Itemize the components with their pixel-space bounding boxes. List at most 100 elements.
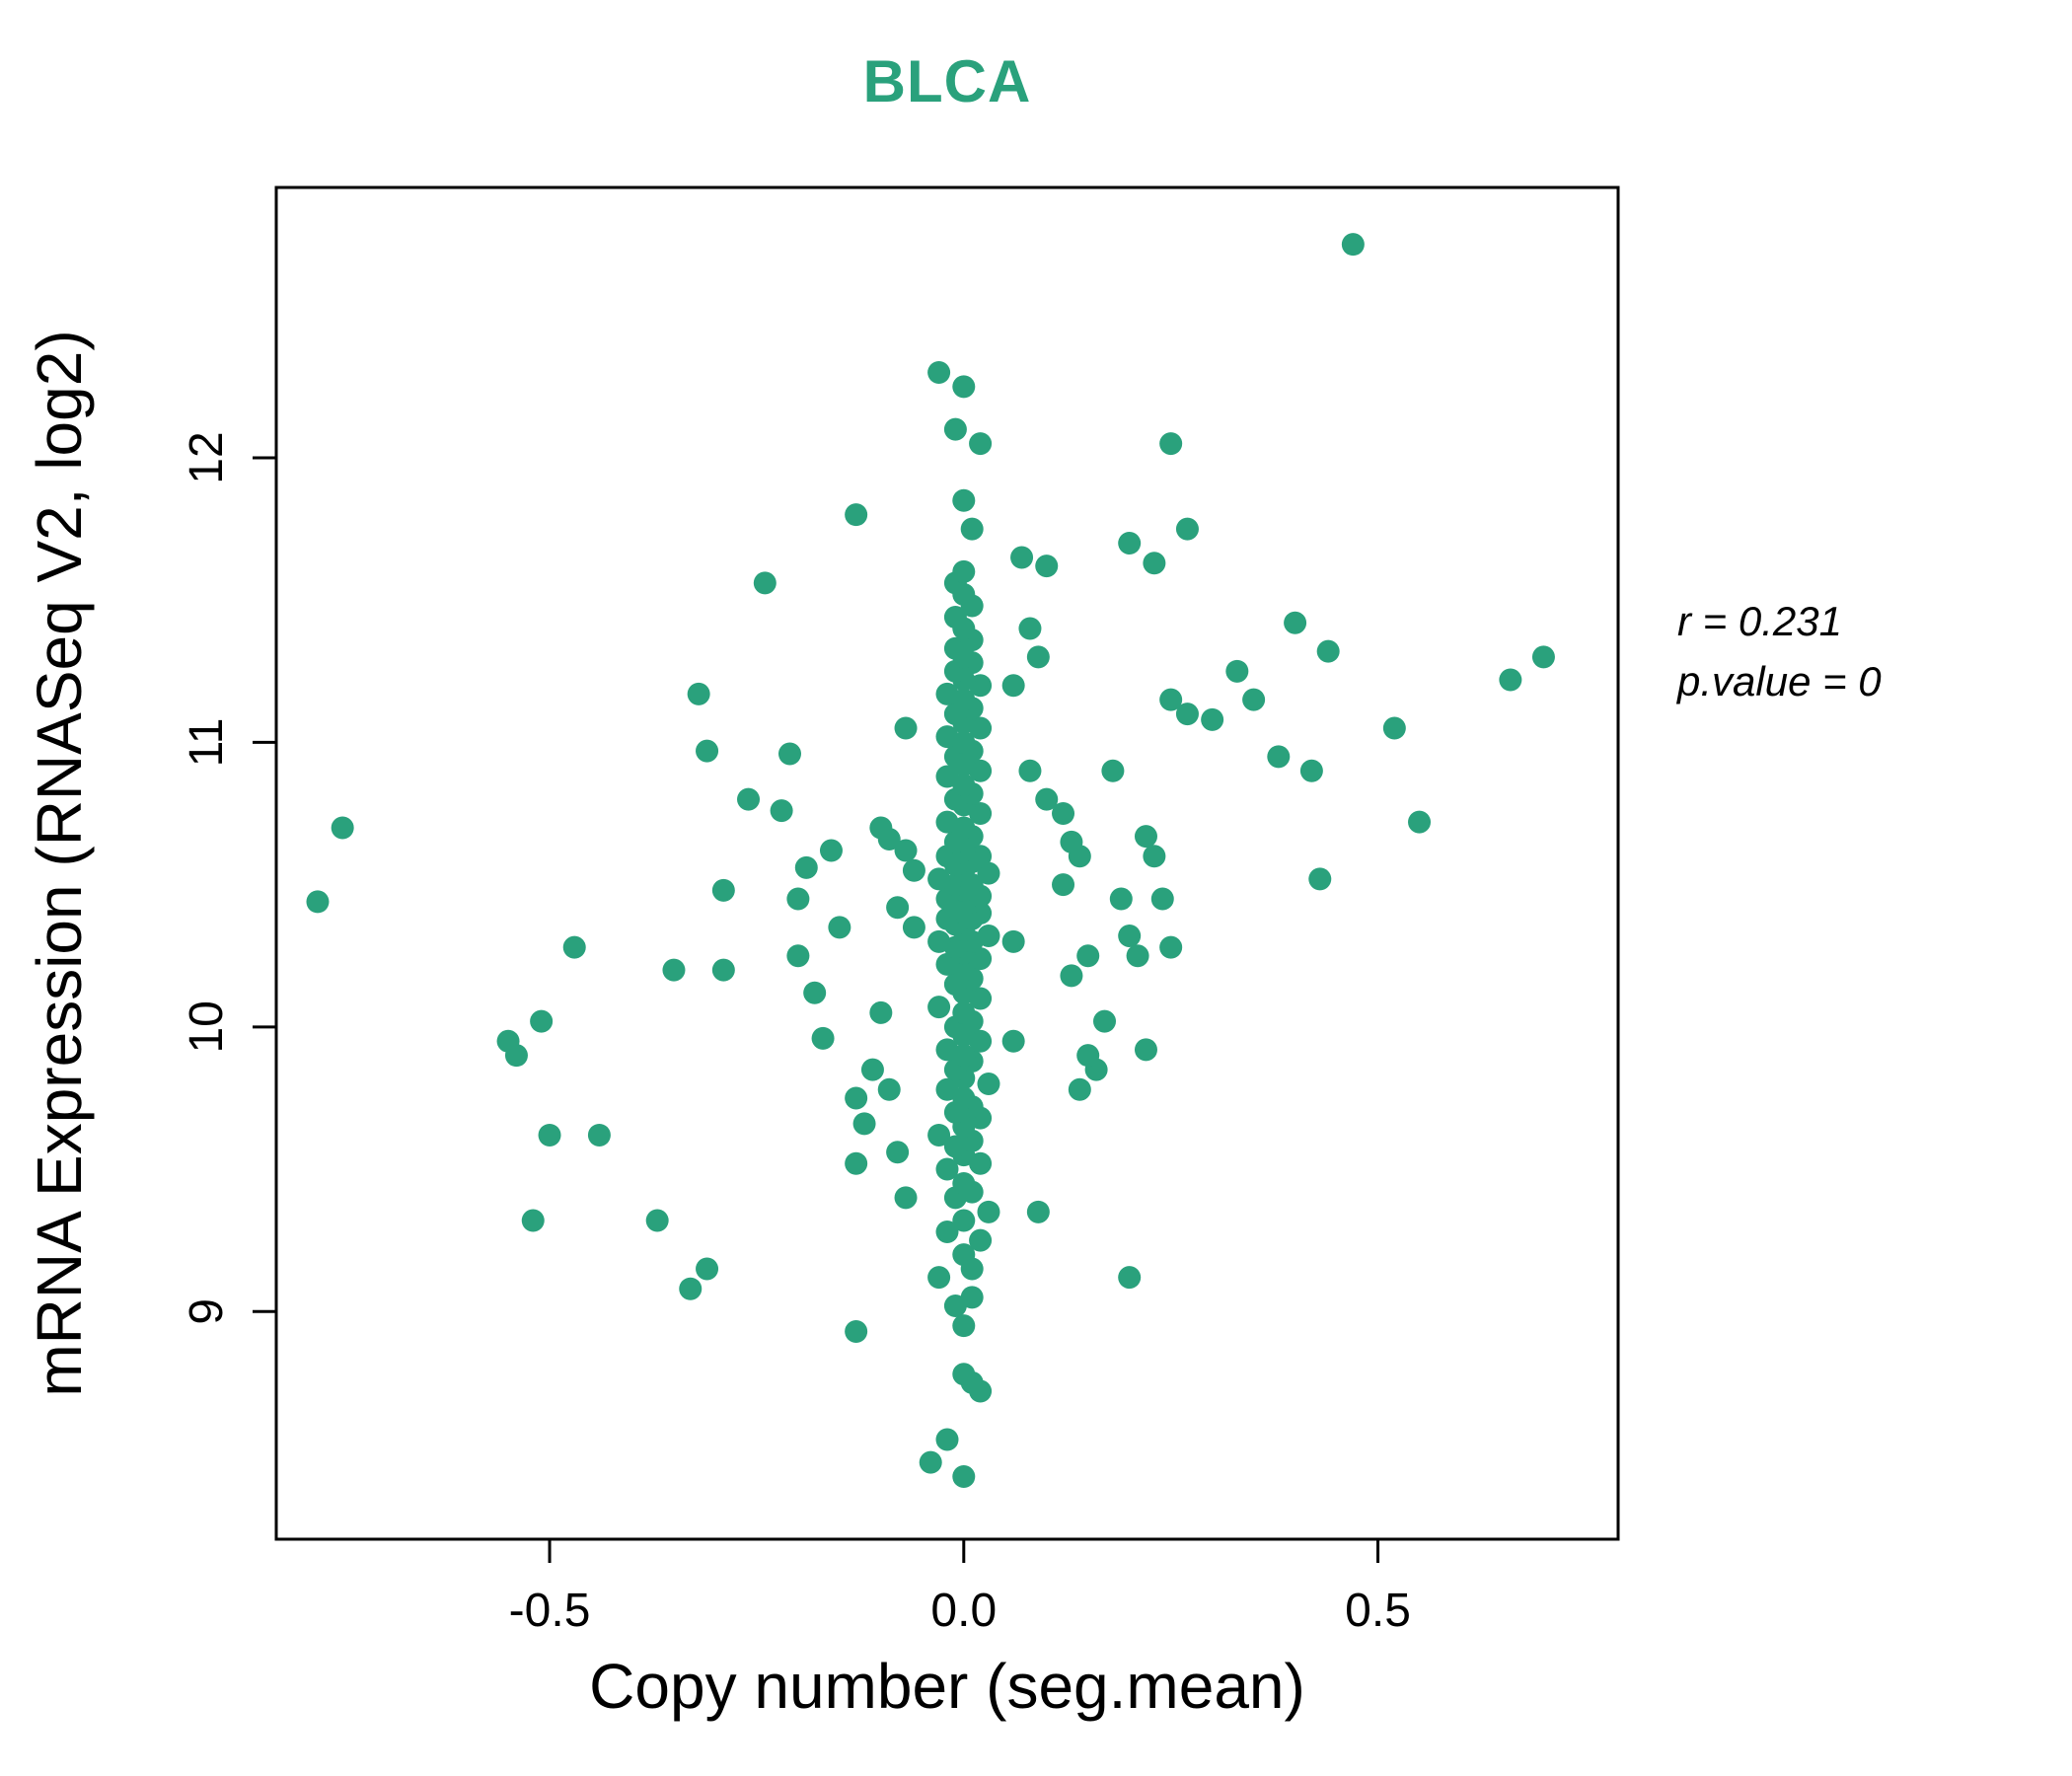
data-point [306,890,330,914]
x-axis-label: Copy number (seg.mean) [589,1651,1305,1722]
data-point [753,571,777,595]
data-point [927,1123,951,1147]
r-value-text: r = 0.231 [1677,598,1842,644]
data-point [803,981,827,1004]
data-point [1201,707,1224,731]
data-point [1175,703,1199,726]
data-point [952,1363,976,1386]
data-point [1242,688,1266,711]
data-point [852,1112,876,1136]
data-point [977,1200,1000,1223]
data-point [1531,645,1555,669]
data-point [927,360,951,384]
data-point [952,1209,976,1232]
data-point [952,488,976,512]
data-point [935,725,959,749]
p-value-text: p.value = 0 [1677,657,1882,704]
data-point [902,858,925,882]
data-point [1035,787,1059,811]
x-tick-label: 0.0 [930,1585,997,1637]
data-point [1068,845,1091,868]
data-point [1101,759,1125,782]
data-point [696,739,719,763]
data-point [1093,1009,1117,1033]
data-point [1175,517,1199,541]
data-point [794,855,818,879]
data-point [811,1026,835,1050]
data-point [1109,887,1133,911]
data-point [1076,1044,1100,1068]
data-point [869,1000,893,1024]
data-point [1408,810,1432,834]
data-point [894,716,918,740]
data-point [687,682,710,705]
data-point [952,1000,976,1024]
data-point [1499,668,1522,692]
data-point [1010,546,1034,569]
data-point [935,1221,959,1244]
data-point [927,1266,951,1290]
data-point [860,1058,884,1081]
x-tick-label: -0.5 [509,1585,591,1637]
data-point [1118,925,1142,948]
data-point [1134,1038,1157,1062]
data-point [1159,935,1183,959]
data-point [902,916,925,939]
data-point [1068,1077,1091,1101]
data-point [711,878,735,902]
data-point [927,996,951,1019]
data-point [1052,873,1075,897]
data-point [935,1077,959,1101]
data-point [935,765,959,788]
y-tick-label: 10 [181,1000,233,1053]
data-point [919,1450,942,1474]
data-point [679,1277,703,1300]
data-point [1143,845,1166,868]
data-point [845,1319,868,1343]
data-point [952,1314,976,1338]
data-point [786,944,810,968]
data-point [645,1209,669,1232]
data-point [943,606,967,629]
data-point [1267,745,1291,769]
data-point [977,861,1000,885]
data-point [1001,1029,1025,1053]
correlation-annotation: r = 0.231 p.value = 0 [1677,592,1882,712]
data-point [737,787,761,811]
data-point [1118,532,1142,555]
data-point [1118,1266,1142,1290]
data-point [845,1086,868,1110]
data-point [538,1123,561,1147]
data-point [877,827,901,851]
data-point [1026,645,1050,669]
data-point [960,1286,984,1309]
data-point [770,799,793,823]
y-tick-label: 9 [181,1298,233,1325]
data-point [587,1123,611,1147]
data-point [952,1465,976,1489]
data-point [845,503,868,527]
data-point [1341,233,1365,257]
data-point [935,1038,959,1062]
data-point [886,896,910,920]
data-point [1143,552,1166,575]
data-point [1126,944,1149,968]
data-point [1035,555,1059,578]
data-point [969,1228,993,1252]
data-point [777,742,801,766]
chart-title: BLCA [862,48,1032,114]
data-point [1159,432,1183,456]
data-point [819,839,843,862]
data-point [1299,759,1323,782]
data-point [828,916,851,939]
data-point [927,867,951,891]
data-point [1001,674,1025,698]
x-tick-label: 0.5 [1345,1585,1411,1637]
data-point [530,1009,554,1033]
data-point [1001,929,1025,953]
data-point [894,839,918,862]
data-point [662,958,686,982]
data-point [1382,716,1406,740]
